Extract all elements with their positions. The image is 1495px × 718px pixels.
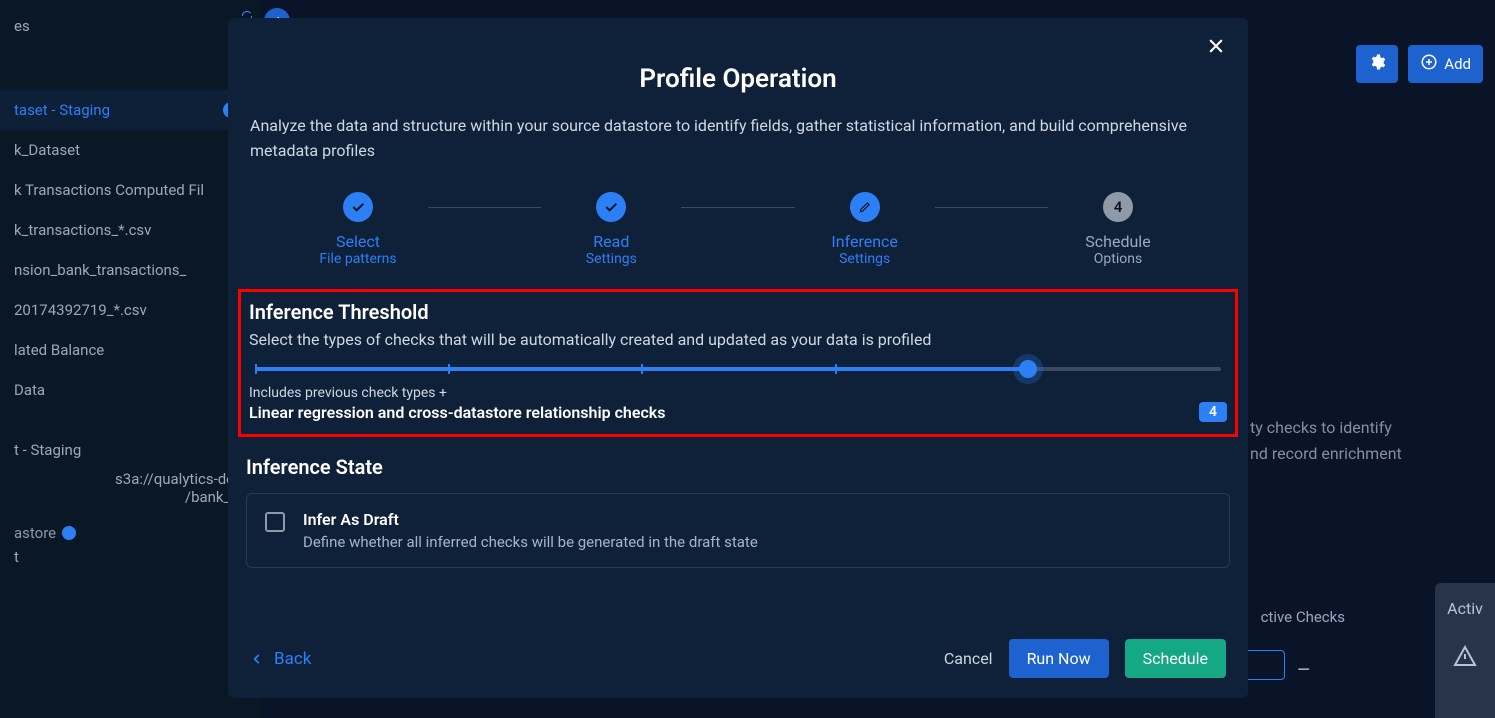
threshold-value-badge: 4 (1199, 402, 1227, 422)
step-connector (428, 207, 541, 208)
threshold-caption-prefix: Includes previous check types + (249, 385, 665, 401)
inference-threshold-section: Inference Threshold Select the types of … (238, 289, 1238, 437)
slider-tick (641, 364, 643, 374)
gear-icon (1368, 53, 1386, 75)
metric-box (1245, 650, 1285, 680)
card-desc: Define whether all inferred checks will … (303, 533, 758, 551)
sidebar-section-label: astore (0, 506, 260, 546)
step-inference[interactable]: Inference Settings (795, 192, 935, 267)
sidebar-item[interactable]: k_transactions_*.csv (0, 210, 260, 250)
step-schedule[interactable]: 4 Schedule Options (1048, 192, 1188, 267)
close-icon (1206, 36, 1226, 56)
sidebar-item-lower[interactable]: t - Staging (0, 430, 260, 470)
sidebar-path: s3a://qualytics-demo- (0, 470, 260, 488)
slider-tick (255, 364, 257, 374)
pencil-icon (858, 200, 872, 214)
run-now-button[interactable]: Run Now (1009, 639, 1109, 678)
slider-handle[interactable] (1019, 360, 1037, 378)
infer-as-draft-checkbox[interactable] (265, 512, 285, 532)
sidebar-section-sub: t (0, 546, 260, 577)
add-button-label: Add (1444, 55, 1471, 73)
activity-panel-tab[interactable]: Activ (1435, 583, 1495, 718)
topbar-actions: Add (1356, 45, 1483, 83)
back-button[interactable]: Back (250, 649, 311, 669)
info-icon (62, 526, 76, 540)
plus-circle-icon (1420, 53, 1438, 75)
sidebar-item[interactable]: k_Dataset (0, 130, 260, 170)
threshold-slider[interactable] (249, 367, 1227, 371)
schedule-button[interactable]: Schedule (1125, 639, 1226, 678)
sidebar-label-es: es (0, 6, 260, 46)
threshold-heading: Inference Threshold (249, 300, 1227, 324)
warning-icon (1453, 644, 1477, 668)
sidebar-item-label: taset - Staging (14, 101, 110, 119)
cancel-button[interactable]: Cancel (944, 649, 993, 668)
state-heading: Inference State (246, 455, 1230, 479)
step-connector (935, 207, 1048, 208)
step-read[interactable]: Read Settings (541, 192, 681, 267)
slider-tick (448, 364, 450, 374)
step-connector (681, 207, 794, 208)
infer-as-draft-card: Infer As Draft Define whether all inferr… (246, 493, 1230, 568)
sidebar: es taset - Staging 5 k_Dataset k Transac… (0, 0, 260, 718)
bg-right-text: ty checks to identify nd record enrichme… (1250, 415, 1402, 466)
metric-dash: – (1297, 658, 1311, 683)
chevron-left-icon (250, 652, 264, 666)
profile-operation-modal: Profile Operation Analyze the data and s… (228, 18, 1248, 698)
inference-state-section: Inference State Infer As Draft Define wh… (228, 437, 1248, 568)
sidebar-item[interactable]: 20174392719_*.csv (0, 290, 260, 330)
modal-footer: Back Cancel Run Now Schedule (228, 639, 1248, 678)
stepper: Select File patterns Read Settings Infer… (228, 192, 1248, 267)
sidebar-item[interactable]: nsion_bank_transactions_ (0, 250, 260, 290)
modal-title: Profile Operation (228, 64, 1248, 94)
sidebar-item-selected[interactable]: taset - Staging 5 (0, 90, 260, 130)
card-title: Infer As Draft (303, 510, 758, 529)
threshold-caption-main: Linear regression and cross-datastore re… (249, 403, 665, 422)
sidebar-item[interactable]: k Transactions Computed Fil (0, 170, 260, 210)
check-icon (350, 199, 366, 215)
threshold-subheading: Select the types of checks that will be … (249, 330, 1227, 349)
settings-button[interactable] (1356, 45, 1398, 83)
sidebar-item[interactable]: lated Balance (0, 330, 260, 370)
slider-tick (835, 364, 837, 374)
active-checks-label: ctive Checks (1261, 608, 1345, 626)
step-select[interactable]: Select File patterns (288, 192, 428, 267)
sidebar-path: /bank_data (0, 488, 260, 506)
add-button[interactable]: Add (1408, 45, 1483, 83)
sidebar-item[interactable]: Data (0, 370, 260, 410)
modal-description: Analyze the data and structure within yo… (228, 94, 1248, 164)
close-button[interactable] (1206, 36, 1230, 60)
check-icon (603, 199, 619, 215)
slider-track (255, 367, 1221, 371)
